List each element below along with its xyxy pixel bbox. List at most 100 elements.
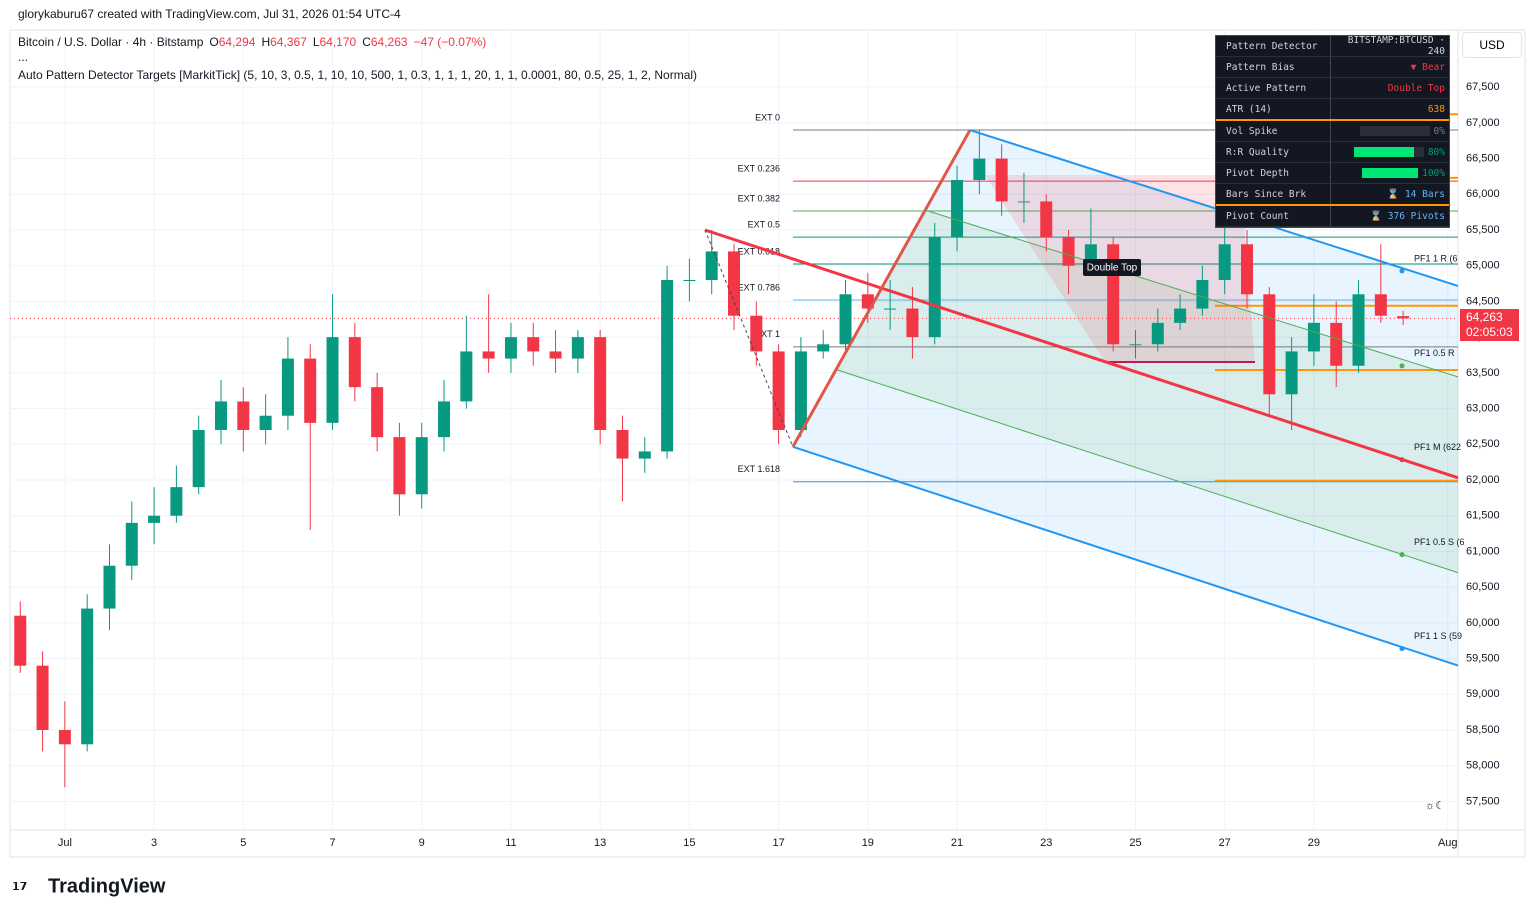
table-value-text: 100% [1422, 167, 1445, 179]
table-value: 0% [1331, 126, 1449, 137]
table-row: Pivot Count ⌛ 376 Pivots [1216, 206, 1449, 227]
table-key: Vol Spike [1216, 121, 1331, 141]
y-tick-label: 59,500 [1466, 652, 1500, 664]
candle-body [1129, 344, 1142, 346]
countdown: 02:05:03 [1466, 325, 1513, 340]
candle-body [661, 280, 674, 452]
pitchfork-dot [1399, 552, 1405, 558]
table-value: ⌛ 376 Pivots [1331, 211, 1449, 222]
trendline [704, 228, 1459, 480]
table-key: Bars Since Brk [1216, 184, 1331, 204]
candle-body [683, 280, 696, 281]
candle-body [460, 351, 473, 402]
candle-body [36, 665, 49, 730]
candle-body [571, 337, 584, 359]
info-table: Pattern Detector BITSTAMP:BTCUSD · 240 Pat… [1215, 35, 1450, 228]
pitchfork-label: PF1 1 S (59 [1414, 631, 1462, 641]
y-tick-label: 67,000 [1466, 117, 1500, 129]
pitchfork-label: PF1 M (622 [1414, 442, 1461, 452]
table-row: ATR (14) 638 [1216, 99, 1449, 121]
x-tick-label: 25 [1129, 837, 1141, 849]
credit: glorykaburu67 created with TradingView.c… [18, 7, 401, 21]
pitchfork-dot [1399, 268, 1405, 274]
table-value-text: ⌛ 14 Bars [1387, 188, 1445, 200]
y-tick-label: 59,000 [1466, 688, 1500, 700]
table-key: Pivot Depth [1216, 163, 1331, 183]
x-tick-label: 3 [151, 837, 157, 849]
candle-body [750, 315, 763, 352]
table-value: 80% [1331, 147, 1449, 158]
table-value: 638 [1331, 104, 1449, 115]
x-tick-label: 15 [683, 837, 695, 849]
candle-body [326, 337, 339, 423]
candle-body [103, 565, 116, 609]
candle-body [928, 237, 941, 338]
candle-body [214, 401, 227, 430]
table-value: ⌛ 14 Bars [1331, 189, 1449, 200]
fib-label: EXT 0.5 [748, 220, 780, 230]
y-tick-label: 67,500 [1466, 81, 1500, 93]
candle-body [794, 351, 807, 430]
candle-body [482, 351, 495, 359]
table-key: R:R Quality [1216, 142, 1331, 162]
y-tick-label: 60,500 [1466, 581, 1500, 593]
table-value-text: ▼ Bear [1410, 61, 1445, 73]
x-tick-label: 11 [505, 837, 516, 849]
table-row: Bars Since Brk ⌛ 14 Bars [1216, 184, 1449, 206]
table-key: Pivot Count [1216, 206, 1331, 226]
table-key: Active Pattern [1216, 78, 1331, 98]
trendline [969, 129, 1459, 287]
currency-button[interactable]: USD [1462, 32, 1522, 58]
candle-body [170, 487, 183, 516]
ohlc-key: L [312, 35, 320, 49]
candle-body [1062, 237, 1075, 266]
pitchfork-dot [1399, 363, 1405, 369]
candle-body [192, 430, 205, 488]
candle-body [884, 308, 897, 310]
annotation-box [1083, 259, 1141, 276]
candle-body [1040, 201, 1053, 238]
table-row: Pattern Bias ▼ Bear [1216, 57, 1449, 78]
ohlc-key: H [261, 35, 271, 49]
ohlc-value: 64,170 [319, 35, 357, 49]
fib-label: EXT 0.786 [738, 282, 780, 292]
trendline [924, 209, 1459, 378]
candle-body [616, 430, 629, 459]
candle-body [237, 401, 250, 430]
ohlc-key: O [209, 35, 219, 49]
y-tick-label: 62,500 [1466, 438, 1500, 450]
trendline [704, 229, 794, 447]
pitchfork-label: PF1 0.5 R [1414, 348, 1455, 358]
candle-body [527, 337, 540, 352]
candle-body [839, 294, 852, 345]
table-value-text: BITSTAMP:BTCUSD · 240 [1347, 35, 1445, 57]
pitchfork-dot [1399, 457, 1405, 463]
candle-body [638, 451, 651, 459]
y-tick-label: 66,500 [1466, 152, 1500, 164]
x-tick-label: Aug [1438, 837, 1458, 849]
candle-body [1151, 322, 1164, 345]
candle-body [1263, 294, 1276, 395]
x-tick-label: 5 [240, 837, 246, 849]
pitchfork-label: PF1 1 R (6 [1414, 253, 1458, 263]
fib-label: EXT 1.618 [738, 464, 780, 474]
table-row: Pattern Detector BITSTAMP:BTCUSD · 240 [1216, 35, 1449, 57]
y-tick-label: 61,500 [1466, 510, 1500, 522]
symbol: Bitcoin / U.S. Dollar · 4h · Bitstamp [18, 35, 204, 49]
table-key: ATR (14) [1216, 99, 1331, 119]
table-key: Pattern Bias [1216, 57, 1331, 77]
y-tick-label: 58,500 [1466, 724, 1500, 736]
candle-body [995, 158, 1008, 202]
table-value-text: Double Top [1387, 82, 1445, 94]
symbol-line: Bitcoin / U.S. Dollar · 4h · Bitstamp O 64… [18, 35, 486, 49]
table-row: Active Pattern Double Top [1216, 78, 1449, 99]
table-row: R:R Quality 80% [1216, 142, 1449, 163]
candle-body [1017, 201, 1030, 203]
fib-label: EXT 0.382 [738, 193, 780, 203]
annotation: Double Top [1087, 263, 1138, 274]
fib-label: EXT 0.618 [738, 246, 780, 256]
candle-body [58, 730, 71, 745]
x-tick-label: 9 [419, 837, 425, 849]
